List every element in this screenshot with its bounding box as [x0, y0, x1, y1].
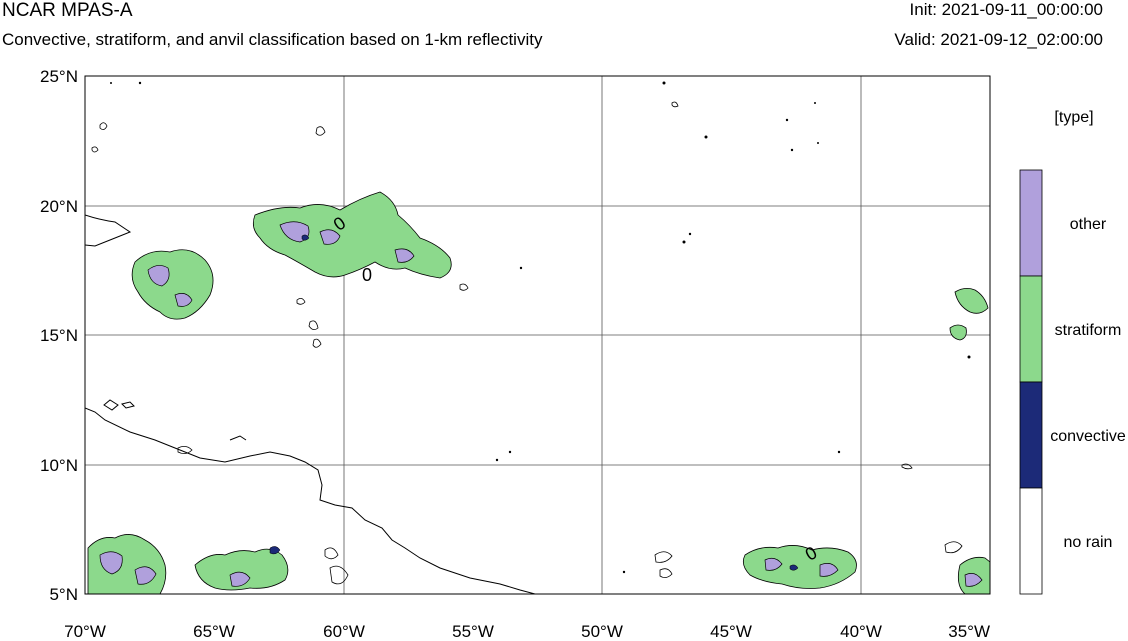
- legend-swatch-other: [1019, 169, 1043, 277]
- gridlines: [85, 76, 990, 594]
- lon-label: 50°W: [581, 622, 623, 641]
- legend-swatch-stratiform: [1019, 275, 1043, 383]
- longitude-labels: 70°W 65°W 60°W 55°W 50°W 45°W 40°W 35°W: [64, 622, 990, 641]
- lon-label: 55°W: [452, 622, 494, 641]
- lat-label: 10°N: [40, 456, 78, 475]
- lon-label: 45°W: [710, 622, 752, 641]
- init-time: Init: 2021-09-11_00:00:00: [909, 0, 1103, 19]
- other-areas: [99, 221, 983, 587]
- map-title: NCAR MPAS-A: [2, 0, 133, 21]
- map-subtitle: Convective, stratiform, and anvil classi…: [2, 30, 543, 49]
- lat-label: 5°N: [49, 585, 78, 604]
- lat-label: 15°N: [40, 326, 78, 345]
- legend-label-no-rain: no rain: [1064, 534, 1113, 551]
- legend-swatch-convective: [1019, 381, 1043, 489]
- lon-label: 70°W: [64, 622, 106, 641]
- lat-label: 25°N: [40, 67, 78, 86]
- lon-label: 60°W: [323, 622, 365, 641]
- lon-label: 65°W: [193, 622, 235, 641]
- coastline: [85, 214, 536, 594]
- legend-label-convective: convective: [1050, 428, 1126, 445]
- legend-label-stratiform: stratiform: [1055, 322, 1122, 339]
- convective-areas: [269, 234, 799, 571]
- valid-time: Valid: 2021-09-12_02:00:00: [894, 30, 1103, 49]
- latitude-labels: 25°N 20°N 15°N 10°N 5°N: [40, 67, 78, 604]
- lon-label: 40°W: [840, 622, 882, 641]
- legend-title: [type]: [1054, 109, 1093, 126]
- contour-label: 0: [362, 265, 372, 285]
- legend-label-other: other: [1070, 216, 1107, 233]
- legend: [type] other stratiform convective no ra…: [1019, 109, 1126, 595]
- lat-label: 20°N: [40, 197, 78, 216]
- small-contours: [91, 101, 963, 585]
- map-panel: 0 0 0: [84, 75, 991, 595]
- legend-swatch-no-rain: [1019, 487, 1043, 595]
- lon-label: 35°W: [948, 622, 990, 641]
- map-frame: [84, 75, 991, 595]
- scattered-dots: [110, 81, 971, 574]
